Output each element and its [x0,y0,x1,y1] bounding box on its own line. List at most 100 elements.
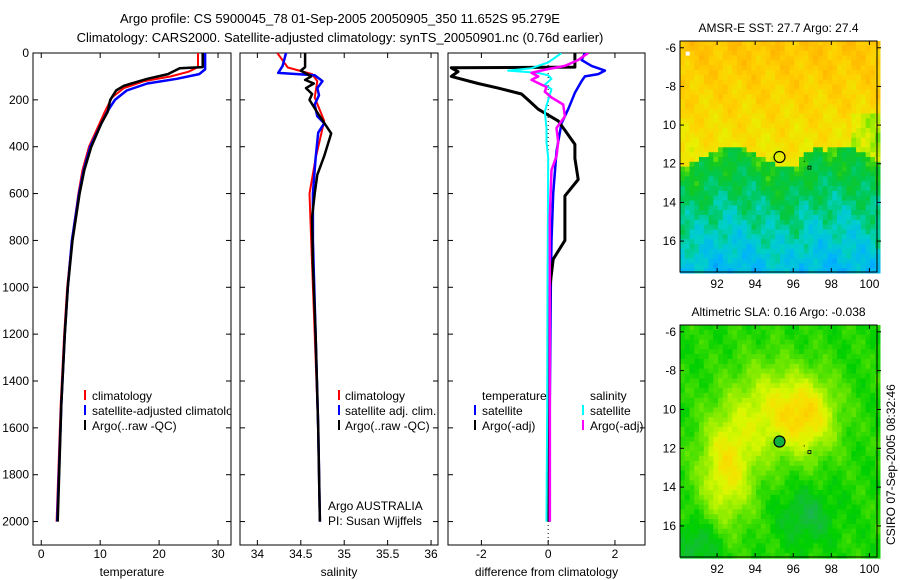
x-tick-label: 96 [787,562,801,576]
heatmap-cell [875,456,881,462]
heatmap-cell [803,268,810,274]
heatmap-cell [837,128,843,134]
heatmap-cell [722,79,729,86]
heatmap-cell [794,263,800,269]
heatmap-cell [851,456,857,462]
heatmap-cell [784,354,791,360]
heatmap-cell [756,195,762,201]
heatmap-cell [784,383,791,389]
heatmap-cell [751,137,757,144]
heatmap-cell [708,89,714,95]
heatmap-cell [860,224,867,230]
heatmap-cell [737,263,743,269]
heatmap-cell [808,368,814,375]
heatmap-cell [832,147,838,153]
heatmap-cell [808,74,814,81]
heatmap-cell [794,402,800,409]
heatmap-cell [865,137,871,144]
heatmap-cell [708,123,714,129]
heatmap-cell [760,470,767,477]
heatmap-cell [827,490,833,496]
heatmap-cell [875,99,881,105]
heatmap-cell [732,514,738,520]
heatmap-cell [813,417,819,423]
heatmap-cell [775,548,781,554]
heatmap-cell [741,45,748,52]
heatmap-cell [760,538,767,545]
heatmap-cell [803,205,810,211]
heatmap-cell [832,446,838,452]
heatmap-cell [718,334,724,341]
heatmap-cell [875,470,881,477]
heatmap-cell [794,118,800,124]
heatmap-cell [851,392,857,399]
heatmap-cell [680,152,686,158]
heatmap-cell [751,456,757,462]
heatmap-cell [865,60,871,66]
heatmap-cell [832,132,838,139]
heatmap-cell [727,181,733,187]
heatmap-cell [827,349,833,355]
heatmap-cell [765,548,772,554]
heatmap-cell [803,339,810,346]
heatmap-cell [756,50,762,57]
heatmap-cell [751,325,757,331]
heatmap-cell [822,504,829,511]
heatmap-cell [794,344,800,350]
heatmap-cell [789,519,795,525]
heatmap-cell [808,128,814,134]
heatmap-cell [822,524,829,530]
heatmap-cell [765,533,772,540]
heatmap-cell [822,161,829,168]
heatmap-cell [708,538,714,545]
heatmap-cell [703,359,710,365]
heatmap-cell [741,543,748,549]
heatmap-cell [713,339,719,346]
heatmap-cell [741,349,748,355]
heatmap-cell [684,137,691,144]
heatmap-cell [856,205,862,211]
heatmap-cell [860,441,867,447]
heatmap-cell [818,436,824,443]
heatmap-cell [727,113,733,119]
heatmap-cell [832,224,838,230]
heatmap-cell [756,152,762,158]
heatmap-cell [813,475,819,481]
heatmap-cell [760,60,767,66]
heatmap-cell [737,388,743,394]
heatmap-cell [732,499,738,506]
heatmap-cell [770,84,776,90]
heatmap-cell [770,128,776,134]
heatmap-cell [870,190,876,197]
heatmap-cell [846,349,852,355]
heatmap-cell [789,456,795,462]
heatmap-cell [680,190,686,197]
heatmap-cell [865,514,871,520]
heatmap-cell [813,543,819,549]
heatmap-cell [789,74,795,81]
figure-title-line2: Climatology: CARS2000. Satellite-adjuste… [77,30,604,45]
heatmap-cell [789,224,795,230]
heatmap-cell [799,41,805,47]
heatmap-cell [722,397,729,404]
heatmap-cell [784,195,791,201]
heatmap-cell [789,268,795,274]
heatmap-cell [703,74,710,81]
heatmap-cell [722,181,729,187]
heatmap-cell [765,215,772,221]
heatmap-cell [713,412,719,418]
heatmap-cell [856,118,862,124]
heatmap-cell [841,485,848,491]
heatmap-cell [718,268,724,274]
heatmap-cell [875,79,881,86]
heatmap-cell [803,55,810,61]
heatmap-cell [813,436,819,443]
heatmap-cell [841,378,848,384]
heatmap-cell [732,475,738,481]
heatmap-cell [775,128,781,134]
heatmap-cell [694,171,700,177]
heatmap-cell [751,70,757,76]
heatmap-cell [841,244,848,250]
heatmap-cell [808,354,814,360]
heatmap-cell [708,268,714,274]
